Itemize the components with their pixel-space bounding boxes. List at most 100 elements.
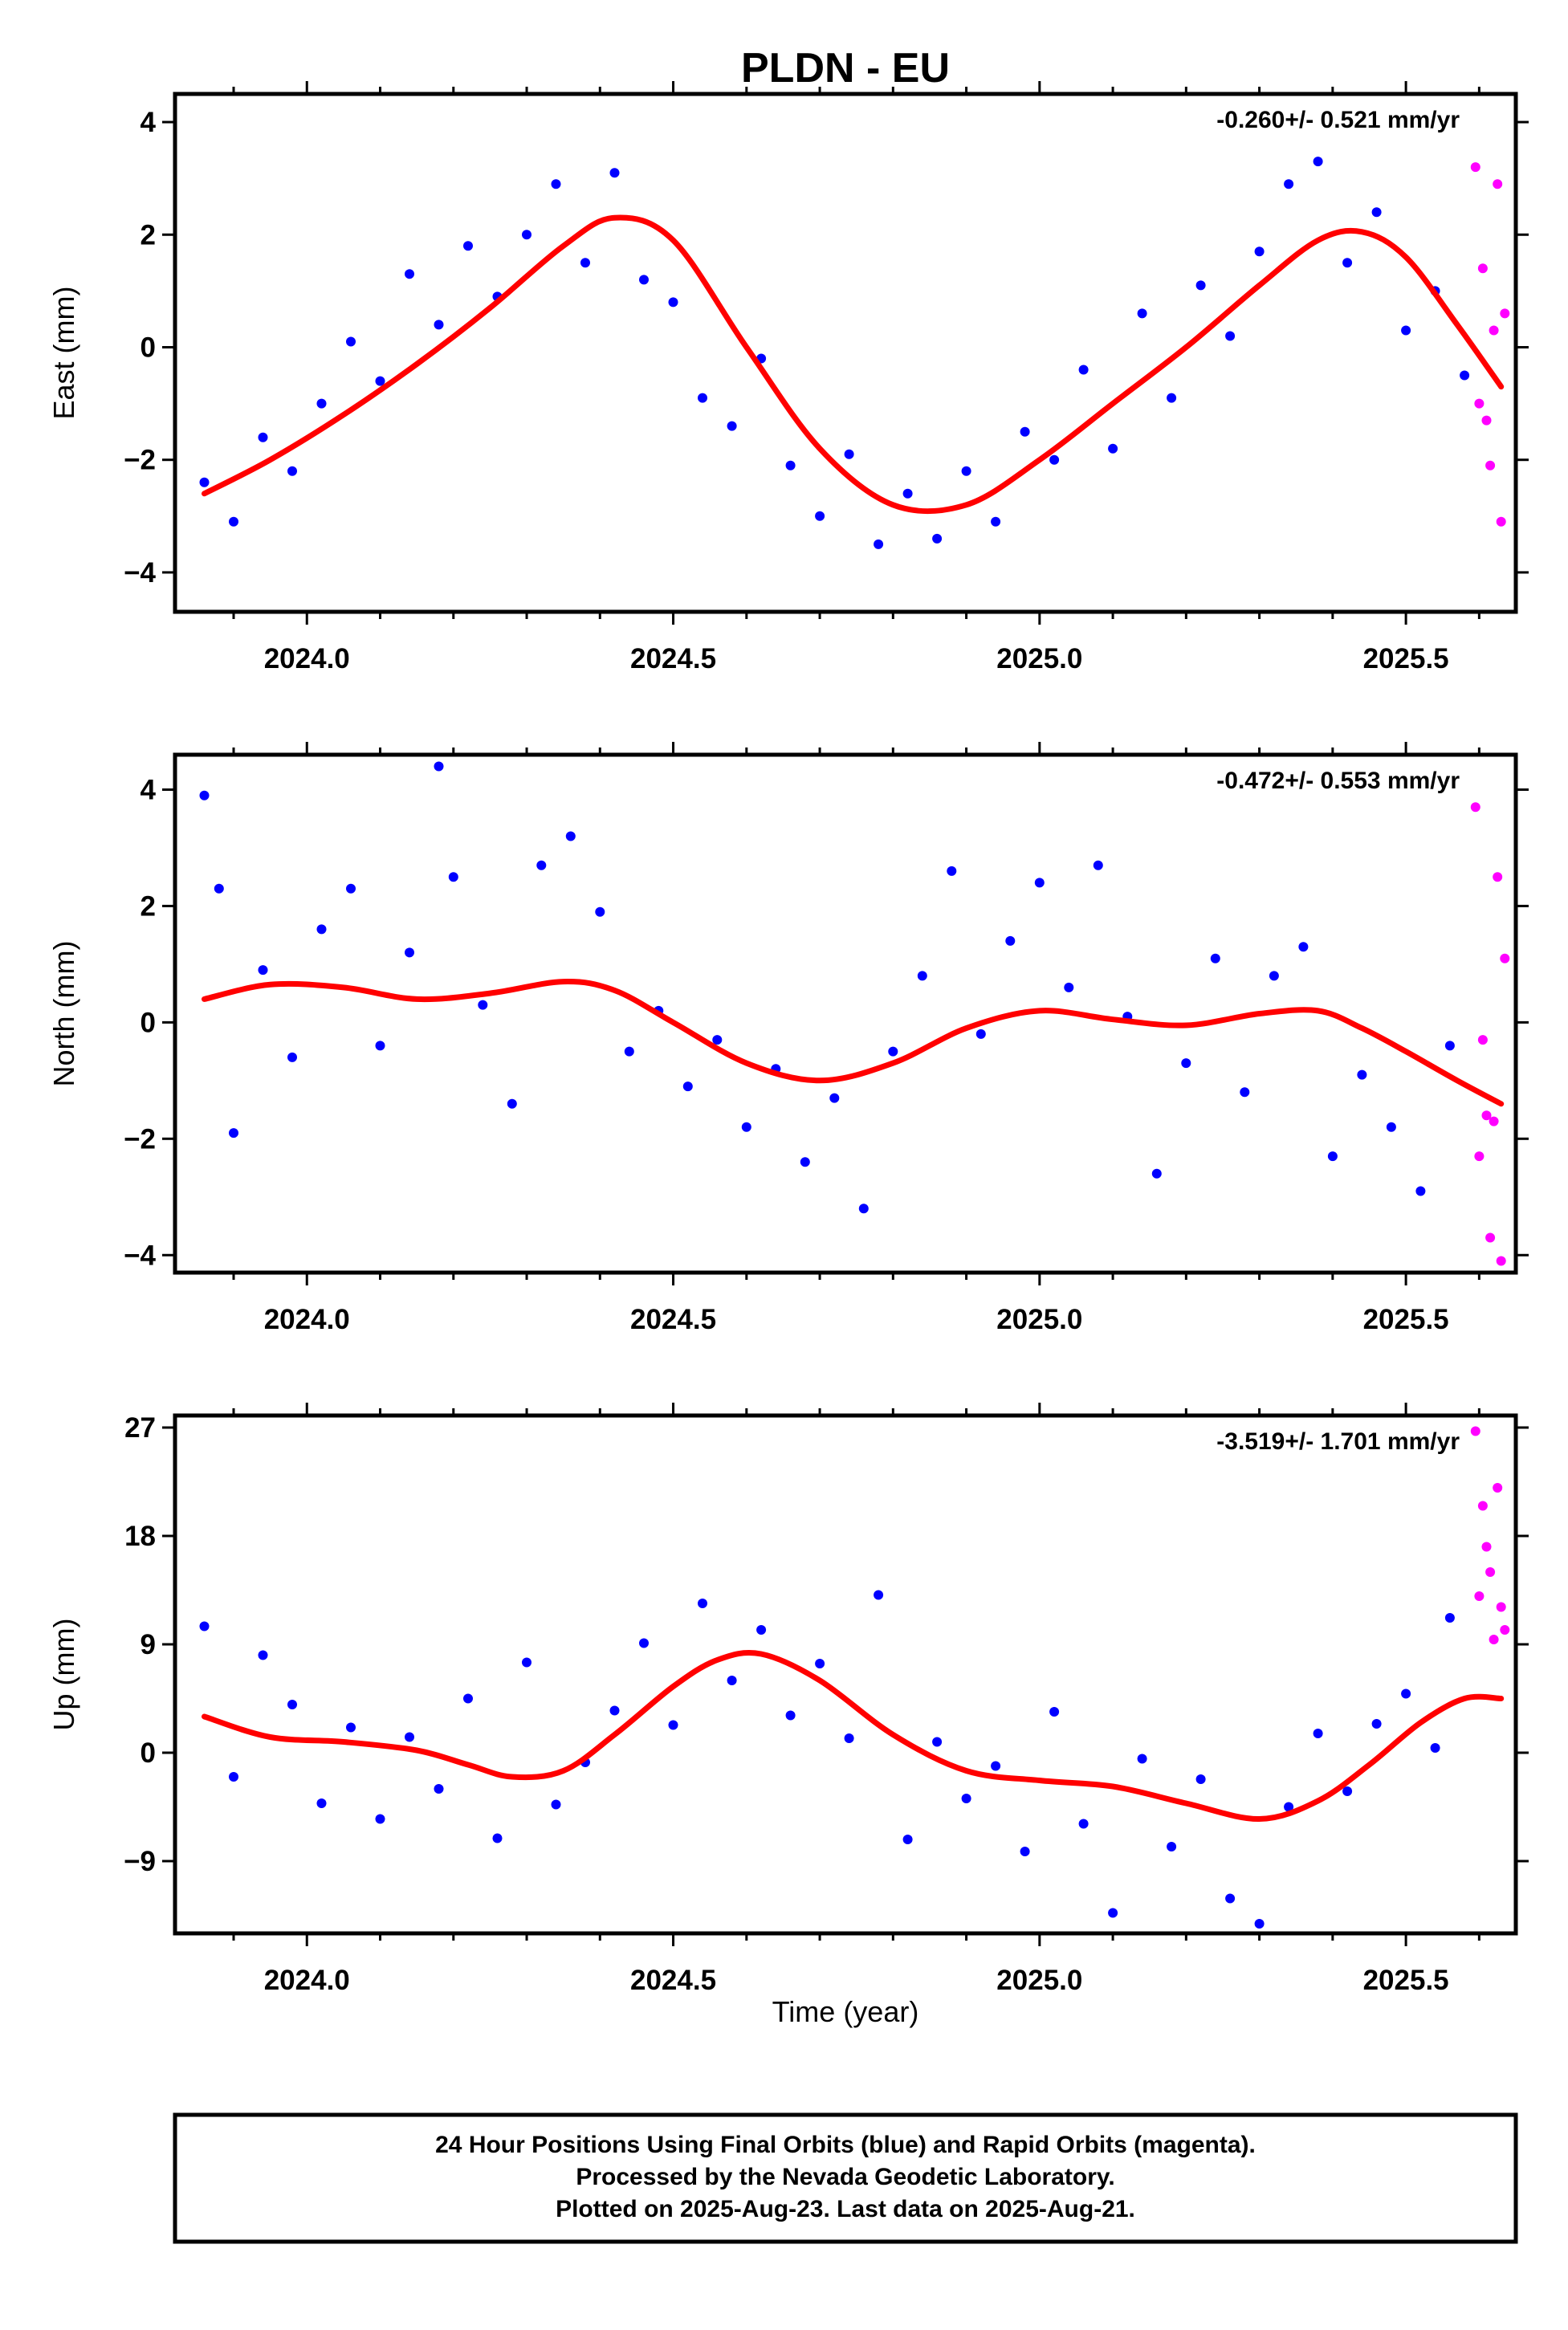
y-axis-label-north: North (mm) bbox=[47, 941, 80, 1087]
chart-title: PLDN - EU bbox=[741, 45, 950, 92]
final-orbit-point bbox=[316, 1798, 327, 1808]
final-orbit-point bbox=[405, 269, 414, 279]
final-orbit-point bbox=[917, 971, 927, 981]
y-tick-label: 9 bbox=[141, 1629, 156, 1660]
final-orbit-point bbox=[214, 883, 224, 894]
final-orbit-point bbox=[815, 511, 825, 521]
final-orbit-point bbox=[229, 1772, 238, 1782]
x-tick-label: 2024.0 bbox=[264, 1965, 350, 1996]
final-orbit-point bbox=[463, 241, 473, 251]
y-axis-label-east: East (mm) bbox=[47, 287, 80, 420]
final-orbit-point bbox=[1401, 1688, 1411, 1699]
x-tick-label: 2025.5 bbox=[1363, 1965, 1449, 1996]
rapid-orbit-point bbox=[1481, 1542, 1492, 1552]
final-orbit-point bbox=[375, 1041, 385, 1051]
final-orbit-point bbox=[1298, 942, 1309, 952]
final-orbit-point bbox=[287, 1052, 297, 1062]
rapid-orbit-point bbox=[1496, 1602, 1506, 1612]
final-orbit-point bbox=[463, 1693, 473, 1704]
final-orbit-point bbox=[902, 1835, 913, 1844]
final-orbit-point bbox=[1240, 1087, 1250, 1098]
final-orbit-point bbox=[1210, 953, 1220, 963]
final-orbit-point bbox=[1078, 365, 1089, 375]
final-orbit-point bbox=[844, 1733, 854, 1743]
x-tick-label: 2025.0 bbox=[996, 643, 1082, 674]
final-orbit-point bbox=[1020, 1847, 1030, 1856]
final-orbit-point bbox=[712, 1035, 723, 1045]
velocity-rate-east: -0.260+/- 0.521 mm/yr bbox=[1216, 107, 1460, 133]
final-orbit-point bbox=[1269, 971, 1279, 981]
rapid-orbit-point bbox=[1474, 1151, 1485, 1162]
final-orbit-point bbox=[1342, 1786, 1353, 1796]
x-tick-label: 2024.0 bbox=[264, 1304, 350, 1335]
final-orbit-point bbox=[1034, 878, 1045, 888]
rapid-orbit-point bbox=[1474, 398, 1485, 409]
final-orbit-point bbox=[199, 790, 210, 800]
final-orbit-point bbox=[1049, 1707, 1060, 1717]
rapid-orbit-point bbox=[1485, 1567, 1496, 1577]
final-orbit-point bbox=[229, 1128, 238, 1139]
final-orbit-point bbox=[1049, 454, 1060, 465]
final-orbit-point bbox=[1137, 1754, 1147, 1764]
final-orbit-point bbox=[1430, 1743, 1440, 1753]
rapid-orbit-point bbox=[1485, 1232, 1496, 1243]
rapid-orbit-point bbox=[1496, 1256, 1506, 1266]
final-orbit-point bbox=[682, 1081, 693, 1092]
y-tick-label: 4 bbox=[141, 774, 157, 805]
final-orbit-point bbox=[405, 1732, 414, 1742]
final-orbit-point bbox=[287, 466, 297, 476]
panel-north: 2024.0 2024.5 2025.0 2025.5 −4 −2 0 2 4 North (mm… bbox=[47, 742, 1529, 1335]
final-orbit-point bbox=[1093, 860, 1103, 870]
final-orbit-point bbox=[434, 1784, 444, 1794]
final-orbit-point bbox=[1254, 246, 1265, 257]
final-orbit-point bbox=[199, 1621, 210, 1631]
rapid-orbit-point bbox=[1481, 1110, 1492, 1121]
final-orbit-point bbox=[829, 1093, 840, 1103]
fit-line-up bbox=[202, 1649, 1505, 1823]
final-orbit-point bbox=[1401, 325, 1411, 336]
final-orbit-point bbox=[902, 488, 913, 499]
final-orbit-point bbox=[1195, 1774, 1206, 1784]
final-orbit-point bbox=[756, 1625, 767, 1635]
final-orbit-point bbox=[1225, 1893, 1236, 1904]
x-tick-label: 2024.0 bbox=[264, 643, 350, 674]
final-orbit-point bbox=[1460, 370, 1470, 381]
final-orbit-point bbox=[1151, 1168, 1162, 1179]
rapid-orbit-point bbox=[1489, 1116, 1499, 1126]
final-orbit-point bbox=[947, 866, 957, 876]
rapid-orbit-point bbox=[1493, 179, 1503, 189]
final-orbit-point bbox=[1444, 1613, 1455, 1623]
final-orbit-point bbox=[815, 1659, 825, 1668]
y-tick-label: 2 bbox=[141, 890, 156, 922]
final-orbit-point bbox=[727, 1676, 737, 1685]
velocity-rate-north: -0.472+/- 0.553 mm/yr bbox=[1216, 768, 1460, 794]
final-orbit-point bbox=[434, 320, 444, 330]
footer-line-1: 24 Hour Positions Using Final Orbits (bl… bbox=[435, 2132, 1256, 2158]
final-orbit-point bbox=[1342, 258, 1353, 268]
y-tick-label: 18 bbox=[124, 1521, 156, 1552]
plot-frame-east bbox=[173, 92, 1518, 614]
final-orbit-point bbox=[199, 477, 210, 487]
final-orbit-point bbox=[1108, 1908, 1118, 1918]
rapid-orbit-point bbox=[1481, 415, 1492, 426]
final-orbit-point bbox=[1254, 1919, 1265, 1929]
final-orbit-point bbox=[991, 516, 1001, 527]
final-orbit-point bbox=[844, 449, 854, 459]
points-east bbox=[199, 157, 1510, 549]
y-tick-label: −2 bbox=[124, 1123, 156, 1155]
rapid-orbit-point bbox=[1493, 1483, 1503, 1493]
final-orbit-point bbox=[1064, 982, 1074, 992]
final-orbit-point bbox=[1444, 1041, 1455, 1051]
x-axis-label: Time (year) bbox=[772, 1995, 919, 2028]
final-orbit-point bbox=[609, 168, 620, 178]
final-orbit-point bbox=[478, 1000, 488, 1010]
final-orbit-point bbox=[1313, 1729, 1323, 1738]
final-orbit-point bbox=[522, 230, 531, 240]
rapid-orbit-point bbox=[1489, 325, 1499, 336]
rapid-orbit-point bbox=[1485, 460, 1496, 470]
final-orbit-point bbox=[785, 460, 796, 470]
final-orbit-point bbox=[346, 336, 356, 347]
rapid-orbit-point bbox=[1477, 1501, 1488, 1511]
panel-east: 2024.0 2024.5 2025.0 2025.5 −4 −2 0 2 4 East (mm)… bbox=[47, 81, 1529, 674]
